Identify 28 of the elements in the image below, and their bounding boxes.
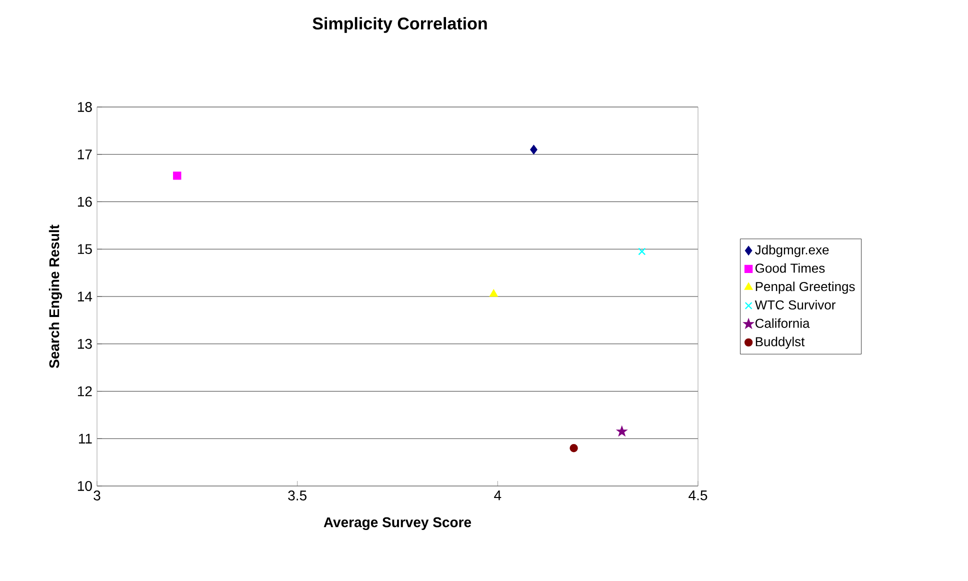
- x-tick-label: 3: [94, 490, 100, 500]
- x-axis-title: Average Survey Score: [324, 517, 472, 530]
- legend-label: California: [756, 318, 810, 328]
- point: [173, 172, 182, 180]
- chart-title: Simplicity Correlation: [312, 17, 487, 33]
- x-tick-label: 3.5: [288, 490, 306, 500]
- point: [570, 444, 578, 452]
- y-tick-label: 12: [78, 386, 92, 396]
- y-tick-label: 10: [78, 481, 92, 491]
- legend-label: Jdbgmgr.exe: [755, 244, 829, 258]
- point: [617, 426, 627, 436]
- legend-label: Good Times: [756, 263, 825, 273]
- legend-label: Buddylst: [756, 336, 805, 349]
- legend-label: WTC Survivor: [754, 300, 836, 310]
- y-tick-label: 11: [79, 434, 92, 444]
- y-tick-label: 18: [78, 102, 92, 112]
- y-tick-label: 13: [78, 338, 92, 349]
- x-tick-label: 4: [494, 490, 502, 500]
- y-tick-label: 15: [78, 244, 92, 254]
- y-tick-label: 17: [78, 150, 92, 160]
- point: [490, 290, 498, 297]
- y-tick-label: 16: [78, 196, 92, 207]
- point: [530, 145, 538, 154]
- point: [638, 248, 646, 256]
- legend-label: Penpal Greetings: [756, 282, 855, 294]
- y-axis-title: Search Engine Result: [48, 224, 62, 368]
- y-tick-label: 14: [78, 292, 92, 302]
- x-tick-label: 4.5: [688, 490, 708, 500]
